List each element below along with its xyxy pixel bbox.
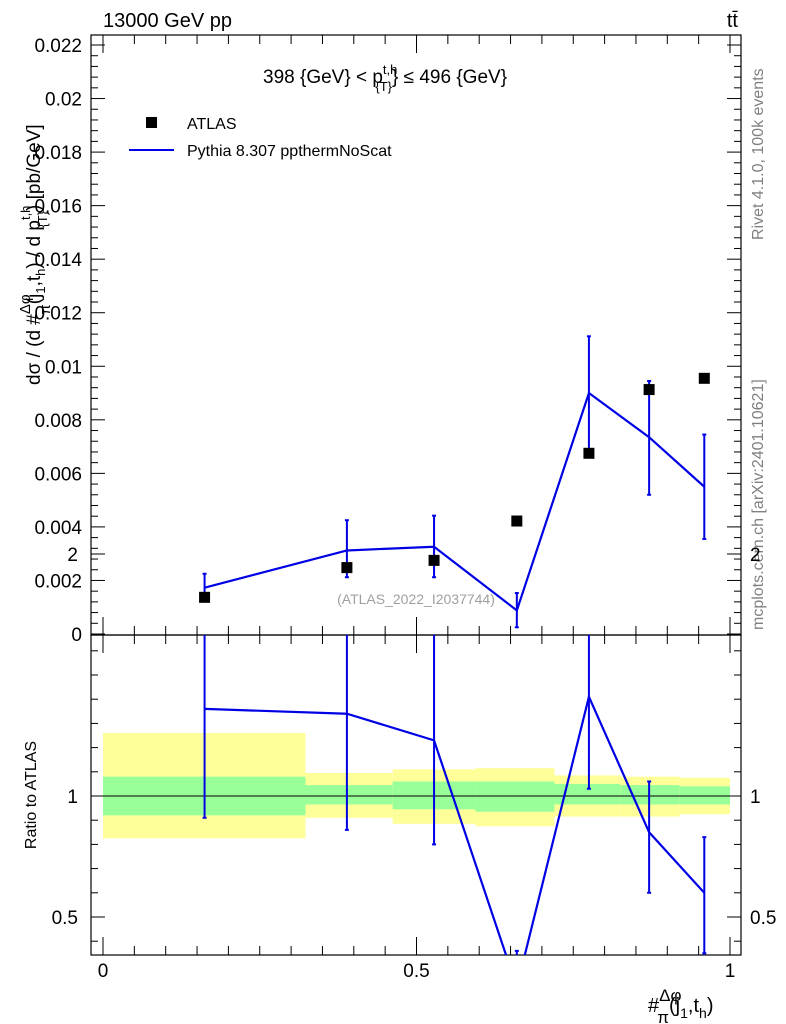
ratio-inner-band — [554, 783, 621, 805]
ylabel-part-4: 1 — [33, 286, 48, 293]
atlas-data-point — [428, 554, 440, 566]
xlabel-part-7: ) — [707, 995, 714, 1017]
ratio-y-ticks: 0.5 0.5 1 1 2 2 — [52, 545, 776, 942]
ratio-x-tick-label: 0.5 — [403, 961, 429, 982]
main-data-layer — [199, 335, 710, 629]
ratio-panel: 0.5 0.51 12 2 0 0.5 1 Ratio to ATLAS #Δφ π(j1,… — [23, 545, 776, 1024]
title-pre: 398 {GeV} < p — [263, 67, 383, 88]
ylabel-part-10: ) [pb/GeV] — [24, 124, 45, 211]
title-sub: {T} — [375, 79, 392, 94]
ratio-y-tick-label-right: 2 — [750, 545, 761, 566]
main-y-tick-label: 0.016 — [34, 197, 82, 218]
atlas-data-point — [511, 515, 523, 527]
xlabel-part-2: π — [657, 1008, 669, 1024]
ratio-y-tick-label-left: 2 — [67, 545, 78, 566]
ratio-data-layer — [202, 635, 707, 955]
atlas-data-point — [583, 447, 595, 459]
ratio-xlabel: #Δφ π(j1,th) — [648, 986, 714, 1024]
ratio-series-line — [204, 693, 706, 955]
mcplots-label: mcplots.cern.ch [arXiv:2401.10621] — [750, 379, 767, 630]
chart-title: 398 {GeV} < pt,h {T}} ≤ 496 {GeV} — [263, 62, 507, 94]
main-y-tick-label: 0 — [71, 625, 82, 646]
main-y-tick-label: 0.01 — [45, 357, 82, 378]
ylabel-part-6: h — [33, 269, 48, 276]
legend-pythia-label: Pythia 8.307 ppthermNoScat — [187, 143, 392, 160]
atlas-data-point — [199, 591, 211, 603]
xlabel-part-4: 1 — [680, 1005, 688, 1021]
ylabel-part-7: ) / d p — [24, 220, 45, 269]
title-sup: t,h — [383, 62, 397, 77]
main-y-tick-label: 0.008 — [34, 411, 82, 432]
ylabel-part-8: t,h — [18, 206, 33, 220]
main-y-ticks: 0 0.002 0.004 0.006 0.008 0.01 0.012 0.014 0.016… — [34, 36, 741, 646]
watermark: (ATLAS_2022_I2037744) — [337, 591, 495, 607]
xlabel-part-6: h — [699, 1005, 707, 1021]
ylabel-part-9: {T} — [35, 210, 50, 227]
ylabel-part-5: ,t — [24, 275, 45, 286]
main-ylabel: dσ / (d #Δφ π(j1,th) / d pt,h {T}) [pb/GeV… — [17, 124, 54, 385]
ratio-x-ticks: 0 0.5 1 — [98, 635, 736, 982]
process-label: 13000 GeV pp — [103, 10, 232, 32]
ratio-series-group — [202, 635, 707, 955]
ylabel-part-3: (j — [24, 294, 45, 305]
ratio-y-tick-label-left: 0.5 — [52, 908, 78, 929]
ratio-inner-band — [679, 786, 730, 805]
xlabel-part-5: ,t — [688, 995, 700, 1017]
main-y-tick-label: 0.002 — [34, 571, 82, 592]
ylabel-part-1: Δφ — [17, 294, 34, 314]
legend-atlas-label: ATLAS — [187, 116, 237, 133]
channel-label: tt̄ — [727, 10, 739, 32]
atlas-data-point — [643, 384, 655, 396]
xlabel-part-1: Δφ — [659, 986, 681, 1005]
ratio-x-tick-label: 0 — [98, 961, 109, 982]
main-y-tick-label: 0.004 — [34, 518, 82, 539]
main-y-tick-label: 0.012 — [34, 304, 82, 325]
main-y-tick-label: 0.014 — [34, 250, 82, 271]
main-y-tick-label: 0.022 — [34, 36, 82, 57]
legend: ATLAS Pythia 8.307 ppthermNoScat — [129, 116, 392, 160]
atlas-data-point — [341, 562, 353, 574]
ratio-inner-band — [305, 785, 393, 805]
ylabel-part-0: dσ / (d # — [24, 314, 45, 385]
ratio-inner-band — [475, 781, 555, 812]
ratio-ylabel: Ratio to ATLAS — [23, 741, 40, 849]
main-x-ticks — [102, 35, 731, 635]
main-panel: 0 0.002 0.004 0.006 0.008 0.01 0.012 0.014 0.016… — [17, 34, 742, 646]
pythia-series-line — [204, 391, 706, 613]
atlas-data-point — [698, 372, 710, 384]
main-y-tick-label: 0.006 — [34, 464, 82, 485]
legend-atlas-marker — [146, 117, 157, 128]
ratio-bands — [103, 733, 730, 839]
main-y-tick-label: 0.02 — [45, 90, 82, 111]
ratio-x-tick-label: 1 — [725, 961, 736, 982]
ylabel-part-2: π — [37, 304, 54, 314]
ratio-y-tick-label-right: 0.5 — [750, 908, 776, 929]
main-y-tick-label: 0.018 — [34, 143, 82, 164]
xlabel-part-3: (j — [669, 995, 680, 1017]
rivet-label: Rivet 4.1.0, 100k events — [750, 68, 767, 240]
title-post: } ≤ 496 {GeV} — [392, 67, 507, 88]
ratio-y-tick-label-left: 1 — [67, 787, 78, 808]
xlabel-part-0: # — [648, 995, 660, 1017]
ratio-y-tick-label-right: 1 — [750, 787, 761, 808]
